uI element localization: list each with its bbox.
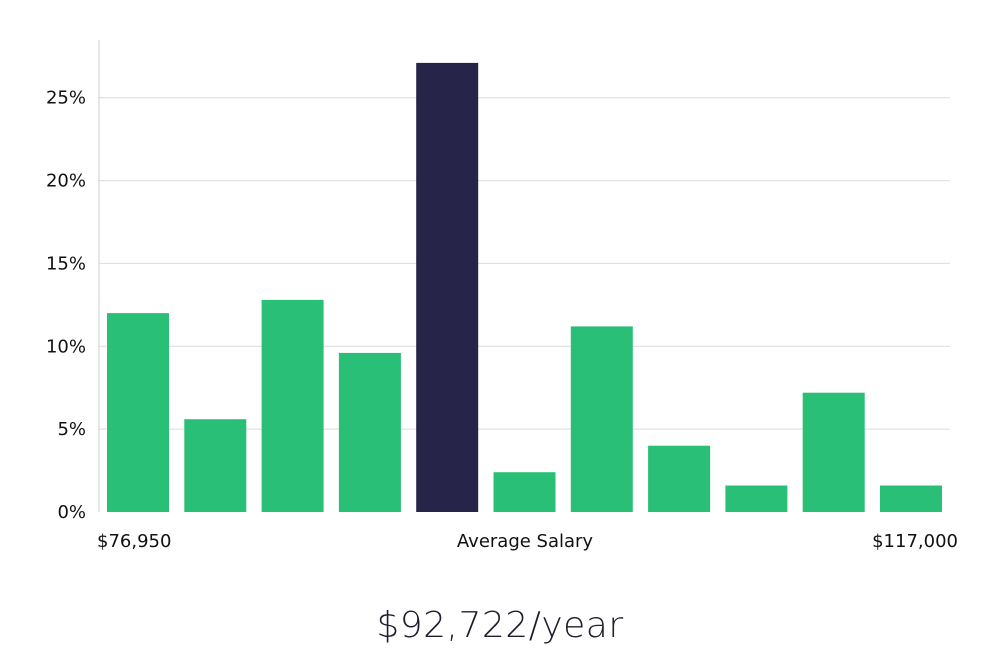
y-tick-label: 25% <box>46 88 86 109</box>
bar <box>880 485 942 512</box>
y-tick-label: 10% <box>46 336 86 357</box>
x-min-label: $76,950 <box>97 531 171 552</box>
highlight-bar <box>416 62 479 513</box>
bar <box>570 326 633 512</box>
y-tick-label: 15% <box>46 253 86 274</box>
bar <box>802 392 865 512</box>
bar <box>107 313 169 512</box>
x-center-label: Average Salary <box>457 531 594 552</box>
y-tick-labels: 0% 5% 10% 15% 20% 25% <box>46 88 86 523</box>
salary-histogram: 0%5%10%15%20%25% $76,950 Average Salary … <box>46 40 958 552</box>
bar <box>648 445 711 512</box>
bar <box>184 419 247 512</box>
average-salary-value: $92,722/year <box>376 605 624 646</box>
grid-lines <box>99 97 950 430</box>
bar <box>725 485 788 512</box>
y-tick-label: 20% <box>46 171 86 192</box>
y-tick-label: 5% <box>57 419 86 440</box>
y-tick-label: 0% <box>57 502 86 523</box>
bar <box>338 352 401 512</box>
bar <box>493 472 556 512</box>
bars <box>107 62 942 513</box>
bar <box>261 299 324 512</box>
x-max-label: $117,000 <box>872 531 958 552</box>
